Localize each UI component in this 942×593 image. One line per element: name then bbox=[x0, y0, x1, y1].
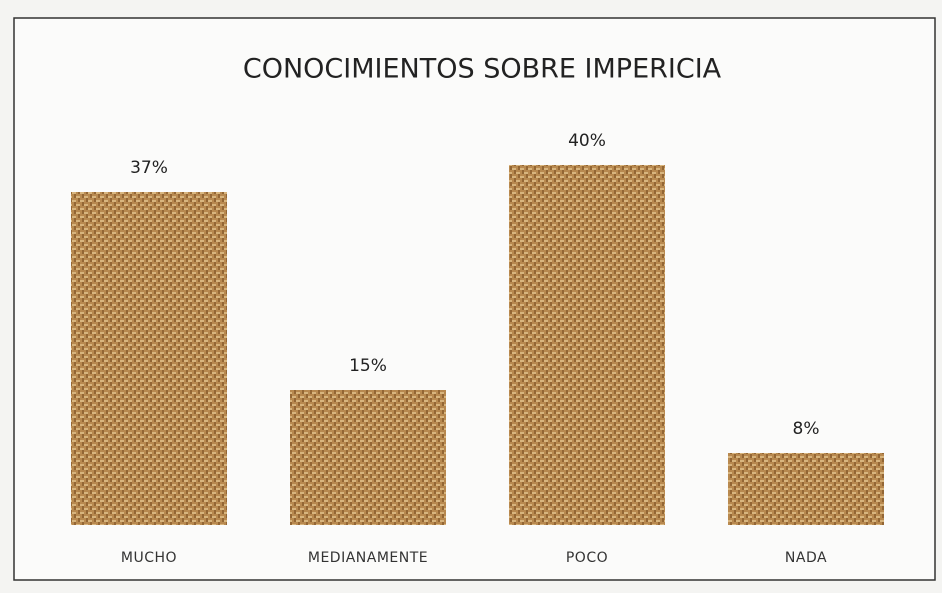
bar bbox=[290, 390, 446, 525]
value-label: 40% bbox=[568, 131, 606, 151]
bar bbox=[71, 192, 227, 525]
x-tick-label: POCO bbox=[566, 550, 608, 566]
value-label: 8% bbox=[793, 419, 820, 439]
x-tick-label: NADA bbox=[785, 550, 827, 566]
bar bbox=[509, 165, 665, 525]
value-label: 15% bbox=[349, 356, 387, 376]
x-tick-label: MUCHO bbox=[121, 550, 177, 566]
chart-title: CONOCIMIENTOS SOBRE IMPERICIA bbox=[243, 54, 722, 85]
x-tick-label: MEDIANAMENTE bbox=[308, 550, 428, 566]
bar bbox=[728, 453, 884, 525]
value-label: 37% bbox=[130, 158, 168, 178]
